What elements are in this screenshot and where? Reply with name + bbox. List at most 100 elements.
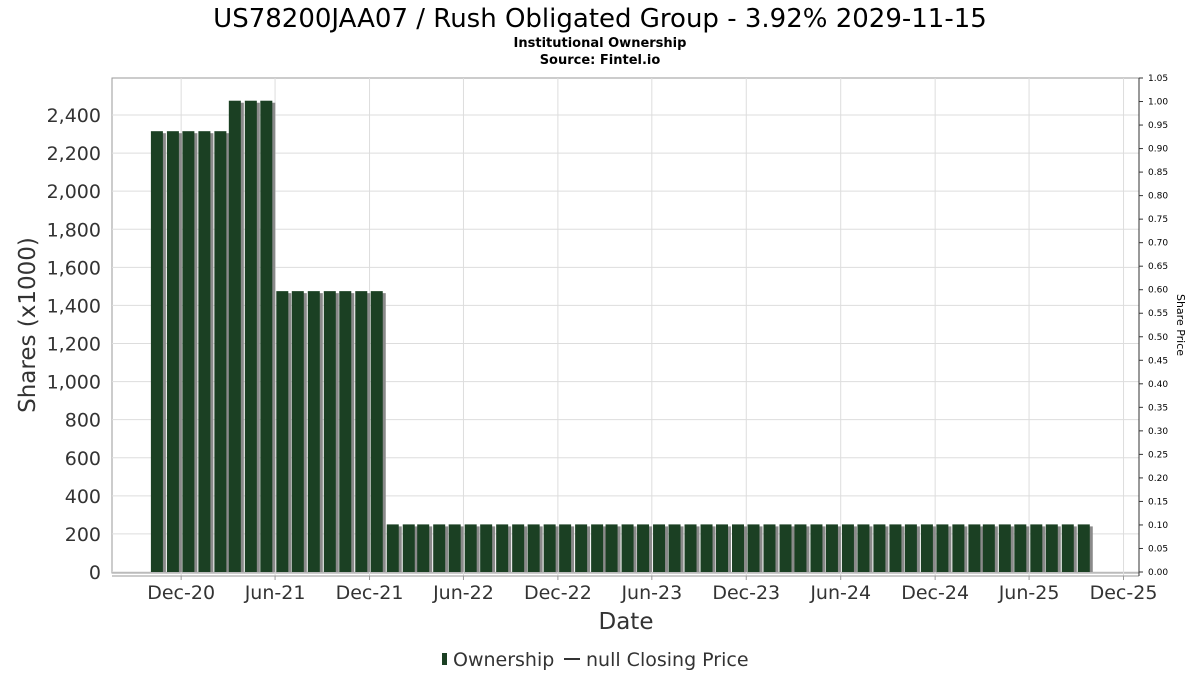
ownership-bar bbox=[559, 524, 572, 572]
ownership-bar bbox=[433, 524, 446, 572]
ownership-bar bbox=[779, 524, 792, 572]
y-axis-ticks: 0 200 400 600 800 1,000 1,200 1,400 1,600 1,800 2,… bbox=[47, 105, 101, 584]
ownership-bar bbox=[873, 524, 886, 572]
ownership-bar bbox=[150, 131, 163, 572]
y-tick-label: 2,200 bbox=[47, 143, 101, 165]
ownership-bar bbox=[904, 524, 917, 572]
ownership-bar bbox=[512, 524, 525, 572]
y2-tick-label: 0.10 bbox=[1148, 521, 1168, 531]
ownership-bar bbox=[355, 291, 368, 572]
ownership-bar bbox=[527, 524, 540, 572]
ownership-bar bbox=[700, 524, 713, 572]
ownership-bar bbox=[339, 291, 352, 572]
ownership-bar bbox=[952, 524, 965, 572]
y-tick-label: 1,600 bbox=[47, 257, 101, 279]
ownership-bar bbox=[575, 524, 588, 572]
x-tick-label: Dec-24 bbox=[901, 582, 969, 604]
ownership-bar bbox=[637, 524, 650, 572]
y2-tick-label: 0.65 bbox=[1148, 262, 1168, 272]
x-tick-label: Dec-22 bbox=[524, 582, 592, 604]
ownership-bar bbox=[370, 291, 383, 572]
x-axis-ticks: Dec-20 Jun-21 Dec-21 Jun-22 Dec-22 Jun-23 Dec-… bbox=[147, 576, 1157, 604]
x-tick-label: Dec-23 bbox=[712, 582, 780, 604]
x-tick-label: Dec-21 bbox=[336, 582, 404, 604]
y2-tick-label: 0.75 bbox=[1148, 215, 1168, 225]
ownership-bar bbox=[307, 291, 320, 572]
y-tick-label: 2,400 bbox=[47, 105, 101, 127]
ownership-bar bbox=[732, 524, 745, 572]
y2-tick-label: 0.15 bbox=[1148, 497, 1168, 507]
y-tick-label: 1,200 bbox=[47, 334, 101, 356]
x-tick-label: Jun-23 bbox=[620, 582, 682, 604]
ownership-bar bbox=[1030, 524, 1043, 572]
ownership-bar bbox=[228, 100, 241, 572]
chart-subtitle: Institutional Ownership bbox=[514, 36, 687, 51]
ownership-bar bbox=[402, 524, 415, 572]
secondary-y-axis-label: Share Price bbox=[1174, 294, 1187, 356]
chart-source: Source: Fintel.io bbox=[540, 53, 661, 68]
ownership-bar bbox=[1045, 524, 1058, 572]
y2-tick-label: 0.20 bbox=[1148, 474, 1168, 484]
y-axis-label: Shares (x1000) bbox=[15, 237, 41, 413]
y2-tick-label: 0.70 bbox=[1148, 239, 1168, 249]
ownership-bar bbox=[323, 291, 336, 572]
x-tick-label: Jun-22 bbox=[432, 582, 494, 604]
ownership-bar bbox=[448, 524, 461, 572]
ownership-bar bbox=[716, 524, 729, 572]
legend: Ownership null Closing Price bbox=[442, 649, 749, 671]
y2-tick-label: 1.00 bbox=[1148, 98, 1168, 108]
y2-tick-label: 0.25 bbox=[1148, 450, 1168, 460]
ownership-bar bbox=[214, 131, 227, 572]
ownership-bar bbox=[166, 131, 179, 572]
x-tick-label: Jun-25 bbox=[998, 582, 1060, 604]
y-tick-label: 800 bbox=[65, 410, 101, 432]
ownership-bar bbox=[260, 100, 273, 572]
x-tick-label: Dec-25 bbox=[1090, 582, 1158, 604]
y2-tick-label: 0.85 bbox=[1148, 168, 1168, 178]
ownership-bar bbox=[591, 524, 604, 572]
ownership-bar bbox=[182, 131, 195, 572]
y-tick-label: 2,000 bbox=[47, 181, 101, 203]
y-tick-label: 0 bbox=[89, 562, 101, 584]
ownership-bar bbox=[936, 524, 949, 572]
ownership-bar bbox=[621, 524, 634, 572]
y-tick-label: 400 bbox=[65, 486, 101, 508]
ownership-bar bbox=[464, 524, 477, 572]
y2-tick-label: 1.05 bbox=[1148, 74, 1168, 84]
y-tick-label: 1,800 bbox=[47, 219, 101, 241]
ownership-bar bbox=[841, 524, 854, 572]
y2-tick-label: 0.90 bbox=[1148, 145, 1168, 155]
y2-tick-label: 0.55 bbox=[1148, 309, 1168, 319]
legend-price-label: null Closing Price bbox=[586, 649, 749, 671]
ownership-bar bbox=[1014, 524, 1027, 572]
ownership-bar bbox=[198, 131, 211, 572]
ownership-bar bbox=[244, 100, 257, 572]
ownership-bar bbox=[1077, 524, 1090, 572]
x-tick-label: Jun-24 bbox=[809, 582, 871, 604]
y2-tick-label: 0.35 bbox=[1148, 403, 1168, 413]
x-tick-label: Jun-21 bbox=[244, 582, 306, 604]
ownership-bar bbox=[968, 524, 981, 572]
y-tick-label: 600 bbox=[65, 448, 101, 470]
ownership-bar bbox=[747, 524, 760, 572]
y-tick-label: 1,400 bbox=[47, 295, 101, 317]
x-axis-label: Date bbox=[599, 609, 654, 635]
y-tick-label: 200 bbox=[65, 524, 101, 546]
y2-tick-label: 0.40 bbox=[1148, 380, 1168, 390]
ownership-bar bbox=[920, 524, 933, 572]
ownership-bar bbox=[276, 291, 289, 572]
ownership-bar bbox=[496, 524, 509, 572]
ownership-bar bbox=[417, 524, 430, 572]
ownership-bar bbox=[386, 524, 399, 572]
ownership-bar bbox=[982, 524, 995, 572]
ownership-bar bbox=[684, 524, 697, 572]
ownership-bar bbox=[810, 524, 823, 572]
y-tick-label: 1,000 bbox=[47, 372, 101, 394]
ownership-bar bbox=[825, 524, 838, 572]
y2-tick-label: 0.00 bbox=[1148, 568, 1168, 578]
ownership-bar bbox=[480, 524, 493, 572]
legend-ownership-swatch bbox=[442, 653, 447, 665]
x-tick-label: Dec-20 bbox=[147, 582, 215, 604]
ownership-bar bbox=[653, 524, 666, 572]
